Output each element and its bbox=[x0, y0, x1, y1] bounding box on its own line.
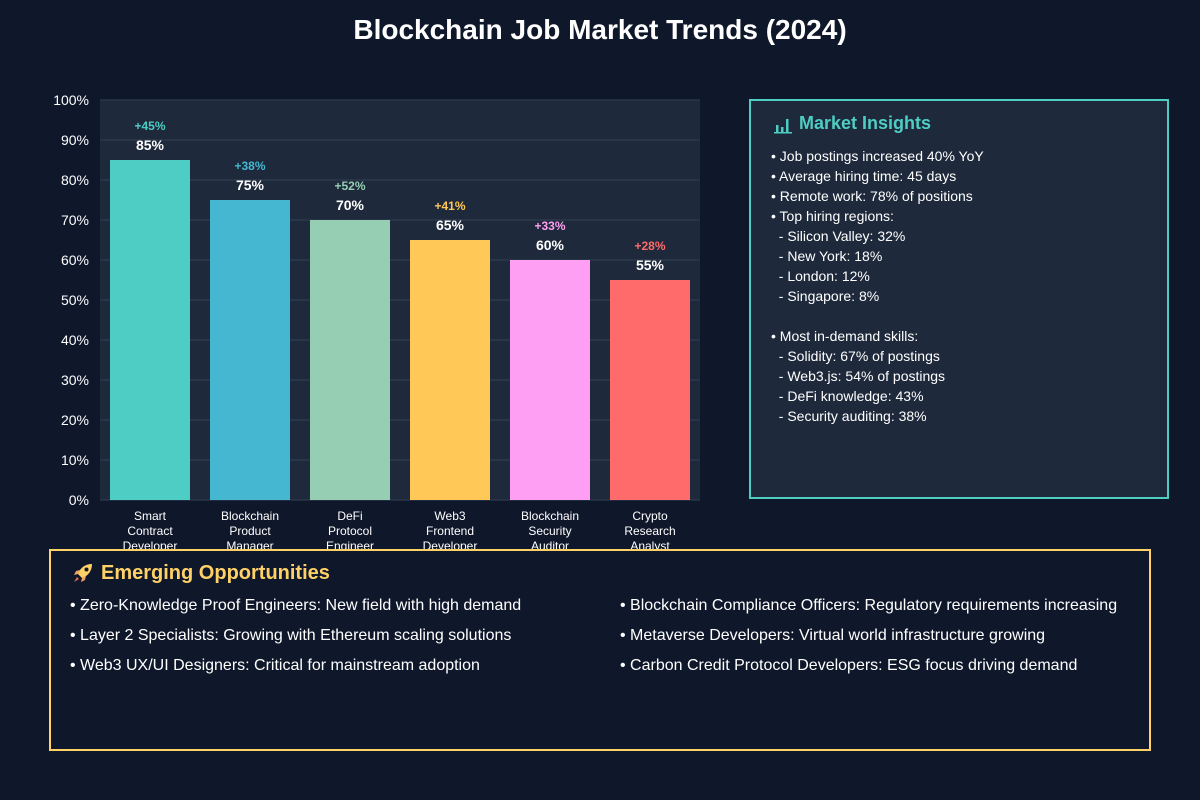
market-insights-heading: Market Insights bbox=[773, 113, 931, 134]
bar bbox=[210, 200, 290, 500]
bar bbox=[110, 160, 190, 500]
y-tick-label: 40% bbox=[61, 332, 89, 348]
y-tick-label: 100% bbox=[53, 92, 89, 108]
bar-value-label: 65% bbox=[436, 217, 465, 233]
opportunity-item: • Layer 2 Specialists: Growing with Ethe… bbox=[70, 627, 512, 644]
insight-line: - London: 12% bbox=[771, 268, 870, 284]
opportunity-item: • Carbon Credit Protocol Developers: ESG… bbox=[620, 657, 1078, 674]
x-tick-label: Blockchain bbox=[221, 509, 279, 523]
bar-value-label: 75% bbox=[236, 177, 265, 193]
x-tick-label: DeFi bbox=[337, 509, 362, 523]
insight-line: • Most in-demand skills: bbox=[771, 328, 919, 344]
bar bbox=[310, 220, 390, 500]
emerging-opportunities-panel: Emerging Opportunities • Zero-Knowledge … bbox=[49, 549, 1151, 751]
y-tick-label: 20% bbox=[61, 412, 89, 428]
insight-line: • Job postings increased 40% YoY bbox=[771, 148, 984, 164]
rocket-icon bbox=[74, 564, 92, 582]
opportunity-item: • Blockchain Compliance Officers: Regula… bbox=[620, 597, 1118, 614]
job-market-bar-chart: 0% 10% 20% 30% 40% 50% 60% 70% 80% 90% 100% 85% +45%… bbox=[53, 92, 700, 553]
bar-value-label: 55% bbox=[636, 257, 665, 273]
opportunities-left-column: • Zero-Knowledge Proof Engineers: New fi… bbox=[70, 596, 521, 686]
bar-growth-label: +38% bbox=[234, 159, 265, 173]
bar bbox=[610, 280, 690, 500]
market-insights-panel: Market Insights • Job postings increased… bbox=[749, 99, 1169, 499]
y-tick-label: 70% bbox=[61, 212, 89, 228]
x-tick-label: Protocol bbox=[328, 524, 372, 538]
opportunities-right-column: • Blockchain Compliance Officers: Regula… bbox=[620, 596, 1117, 686]
x-tick-label: Research bbox=[624, 524, 675, 538]
insight-line bbox=[771, 306, 984, 326]
bar-growth-label: +33% bbox=[534, 219, 565, 233]
y-tick-label: 90% bbox=[61, 132, 89, 148]
x-tick-label: Product bbox=[229, 524, 271, 538]
y-tick-label: 10% bbox=[61, 452, 89, 468]
bar-value-label: 85% bbox=[136, 137, 165, 153]
opportunity-item: • Zero-Knowledge Proof Engineers: New fi… bbox=[70, 597, 522, 614]
insight-line: • Top hiring regions: bbox=[771, 208, 894, 224]
x-tick-label: Contract bbox=[127, 524, 173, 538]
bar-value-label: 60% bbox=[536, 237, 565, 253]
insight-line: - Silicon Valley: 32% bbox=[771, 228, 906, 244]
opportunity-item: • Metaverse Developers: Virtual world in… bbox=[620, 627, 1046, 644]
insight-line: • Remote work: 78% of positions bbox=[771, 188, 973, 204]
bar-growth-label: +28% bbox=[634, 239, 665, 253]
emerging-opportunities-title: Emerging Opportunities bbox=[101, 561, 330, 584]
y-tick-label: 0% bbox=[69, 492, 89, 508]
emerging-opportunities-heading: Emerging Opportunities bbox=[71, 561, 330, 585]
insight-line: - Singapore: 8% bbox=[771, 288, 880, 304]
insight-line: • Average hiring time: 45 days bbox=[771, 168, 957, 184]
market-insights-list: • Job postings increased 40% YoY • Averag… bbox=[771, 146, 984, 426]
x-tick-label: Blockchain bbox=[521, 509, 579, 523]
bar-value-label: 70% bbox=[336, 197, 365, 213]
y-tick-label: 80% bbox=[61, 172, 89, 188]
y-tick-label: 50% bbox=[61, 292, 89, 308]
x-tick-label: Security bbox=[528, 524, 571, 538]
bar-growth-label: +45% bbox=[134, 119, 165, 133]
insight-line: - Web3.js: 54% of postings bbox=[771, 368, 946, 384]
y-tick-label: 30% bbox=[61, 372, 89, 388]
market-insights-title: Market Insights bbox=[799, 113, 932, 133]
bar-growth-label: +41% bbox=[434, 199, 465, 213]
insight-line: - Security auditing: 38% bbox=[771, 408, 927, 424]
y-tick-label: 60% bbox=[61, 252, 89, 268]
bar-chart-icon bbox=[774, 118, 792, 133]
x-tick-label: Frontend bbox=[426, 524, 474, 538]
page-title: Blockchain Job Market Trends (2024) bbox=[353, 14, 847, 45]
insight-line: - Solidity: 67% of postings bbox=[771, 348, 940, 364]
x-tick-label: Web3 bbox=[434, 509, 465, 523]
x-tick-label: Crypto bbox=[632, 509, 668, 523]
x-tick-label: Smart bbox=[134, 509, 167, 523]
bar bbox=[510, 260, 590, 500]
opportunity-item: • Web3 UX/UI Designers: Critical for mai… bbox=[70, 657, 480, 674]
bar bbox=[410, 240, 490, 500]
insight-line: - New York: 18% bbox=[771, 248, 883, 264]
bar-growth-label: +52% bbox=[334, 179, 365, 193]
insight-line: - DeFi knowledge: 43% bbox=[771, 388, 924, 404]
